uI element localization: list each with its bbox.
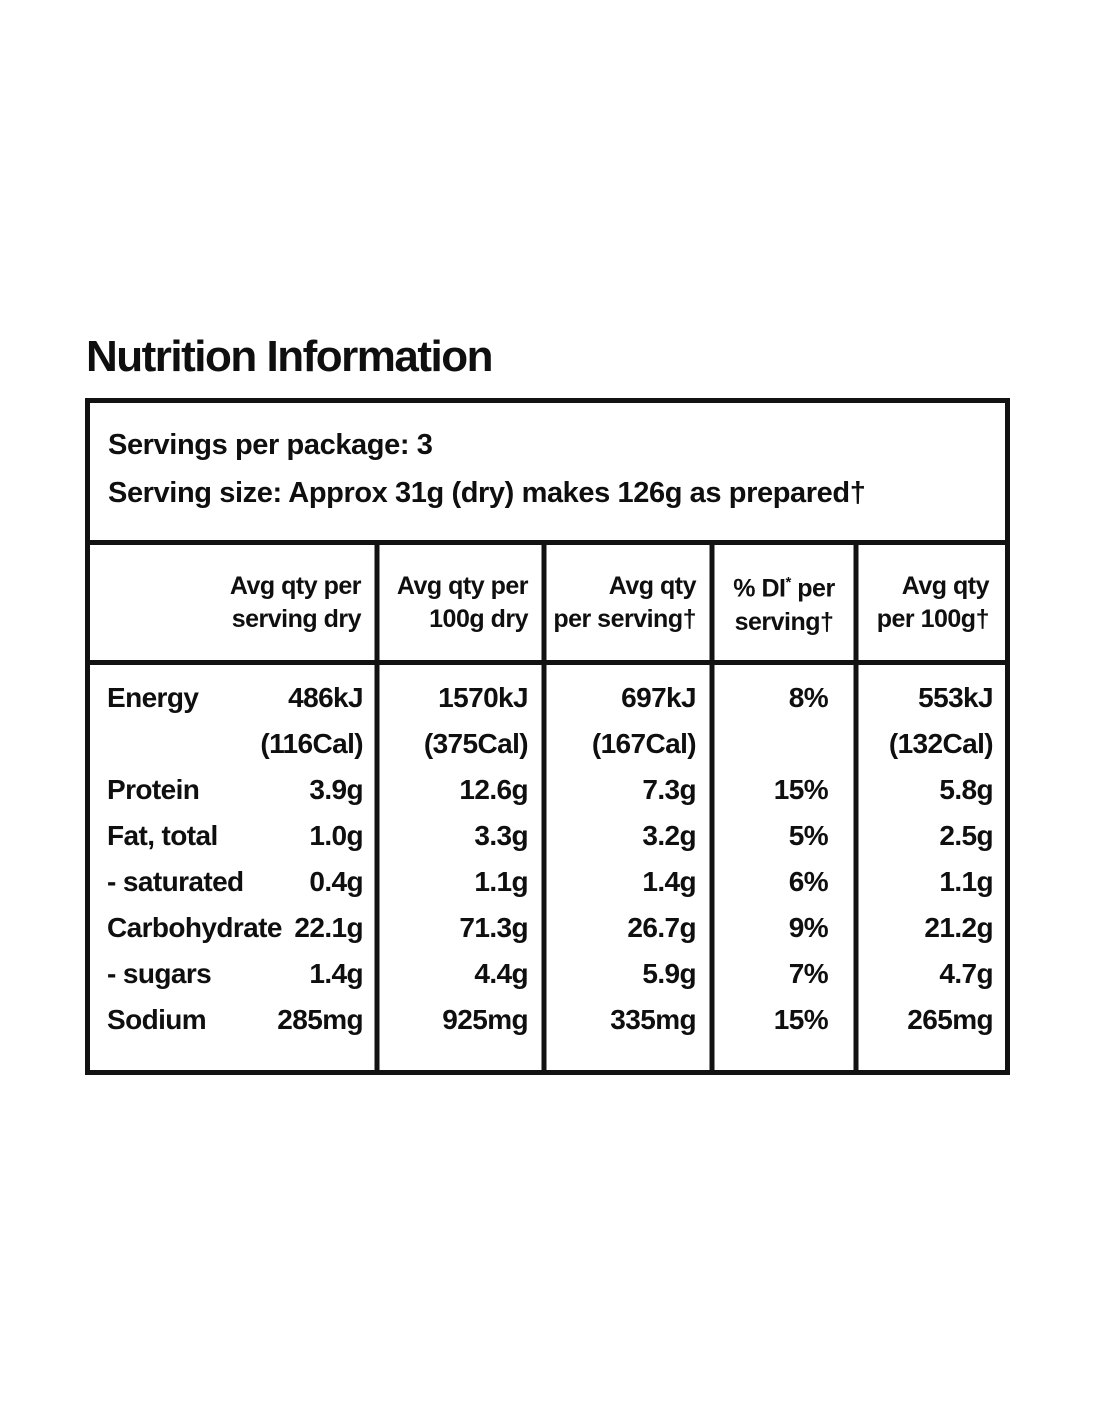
value-100g-dry: 1570kJ (375Cal) [423,682,529,759]
value-per-100g: 2.5g [939,820,993,851]
nutrient-name: Fat, total [107,820,218,851]
column-divider [853,545,859,1070]
value-per-serving: 3.2g [642,820,696,851]
value-serving-dry: 3.9g [309,774,363,805]
value-serving-dry: 1.0g [309,820,363,851]
value-100g-dry: 4.4g [474,958,528,989]
serving-info: Servings per package: 3 Serving size: Ap… [90,403,1005,545]
page-title: Nutrition Information [86,332,494,381]
value-serving-dry: 1.4g [309,958,363,989]
servings-per-package: Servings per package: 3 [108,429,433,461]
value-100g-dry: 3.3g [474,820,528,851]
value-100g-dry: 1.1g [474,866,528,897]
value-per-serving: 697kJ (167Cal) [591,682,697,759]
value-di-per-serving: 6% [788,866,829,897]
value-per-100g: 4.7g [939,958,993,989]
nutrition-table: Avg qty per serving dry Avg qty per 100g… [90,545,1005,1070]
column-divider [709,545,715,1070]
value-di-per-serving: 8% [788,682,829,713]
value-serving-dry: 22.1g [294,912,363,943]
value-di-per-serving: 15% [773,774,829,805]
value-serving-dry: 285mg [277,1004,363,1035]
value-serving-dry-cal: (116Cal) [260,728,363,759]
nutrition-panel: Servings per package: 3 Serving size: Ap… [85,398,1010,1075]
value-per-serving: 7.3g [642,774,696,805]
column-divider [374,545,380,1070]
serving-size: Serving size: Approx 31g (dry) makes 126… [108,477,866,509]
table-row-saturated: - saturated 0.4g 1.1g 1.4g 6% 1.1g [90,859,1005,905]
nutrient-cell: - saturated 0.4g [90,859,377,905]
value-per-serving: 335mg [610,1004,696,1035]
column-header-per-serving: Avg qty per serving† [553,571,696,633]
table-row-sodium: Sodium 285mg 925mg 335mg 15% 265mg [90,997,1005,1043]
column-header-100g-dry: Avg qty per 100g dry [396,571,529,633]
column-header-per-100g: Avg qty per 100g† [876,571,990,633]
value-serving-dry: 486kJ [288,682,363,713]
table-row-energy: Energy 486kJ (116Cal) 1570kJ (375Cal) 69… [90,675,1005,767]
value-per-100g: 5.8g [939,774,993,805]
table-body: Energy 486kJ (116Cal) 1570kJ (375Cal) 69… [90,665,1005,1070]
nutrient-name: Carbohydrate [107,912,282,943]
value-per-100g: 21.2g [924,912,993,943]
value-per-100g: 1.1g [939,866,993,897]
nutrient-name: - sugars [107,958,212,989]
value-per-serving: 5.9g [642,958,696,989]
nutrient-cell: Fat, total 1.0g [90,813,377,859]
value-di-per-serving: 7% [788,958,829,989]
value-100g-dry: 925mg [442,1004,528,1035]
nutrient-name: - saturated [107,866,244,897]
nutrient-cell: Protein 3.9g [90,767,377,813]
value-di-per-serving: 15% [773,1004,829,1035]
value-per-100g: 265mg [907,1004,993,1035]
nutrient-cell: Sodium 285mg [90,997,377,1043]
nutrient-name: Sodium [107,1004,207,1035]
column-divider [541,545,547,1070]
nutrient-cell: Carbohydrate 22.1g [90,905,377,951]
value-100g-dry: 12.6g [459,774,528,805]
value-di-per-serving: 9% [788,912,829,943]
nutrient-name: Protein [107,774,200,805]
column-header-di-per-serving: % DI* per serving† [733,574,835,636]
value-per-serving: 26.7g [627,912,696,943]
table-header-row: Avg qty per serving dry Avg qty per 100g… [90,545,1005,665]
table-row-sugars: - sugars 1.4g 4.4g 5.9g 7% 4.7g [90,951,1005,997]
value-per-100g: 553kJ (132Cal) [888,682,994,759]
table-row-carbohydrate: Carbohydrate 22.1g 71.3g 26.7g 9% 21.2g [90,905,1005,951]
table-row-protein: Protein 3.9g 12.6g 7.3g 15% 5.8g [90,767,1005,813]
value-di-per-serving: 5% [788,820,829,851]
table-row-fat-total: Fat, total 1.0g 3.3g 3.2g 5% 2.5g [90,813,1005,859]
nutrient-cell: Energy 486kJ (116Cal) [90,675,377,767]
value-serving-dry: 0.4g [309,866,363,897]
nutrient-cell: - sugars 1.4g [90,951,377,997]
value-100g-dry: 71.3g [459,912,528,943]
column-header-serving-dry: Avg qty per serving dry [229,571,362,633]
value-per-serving: 1.4g [642,866,696,897]
nutrient-name: Energy [107,682,199,713]
